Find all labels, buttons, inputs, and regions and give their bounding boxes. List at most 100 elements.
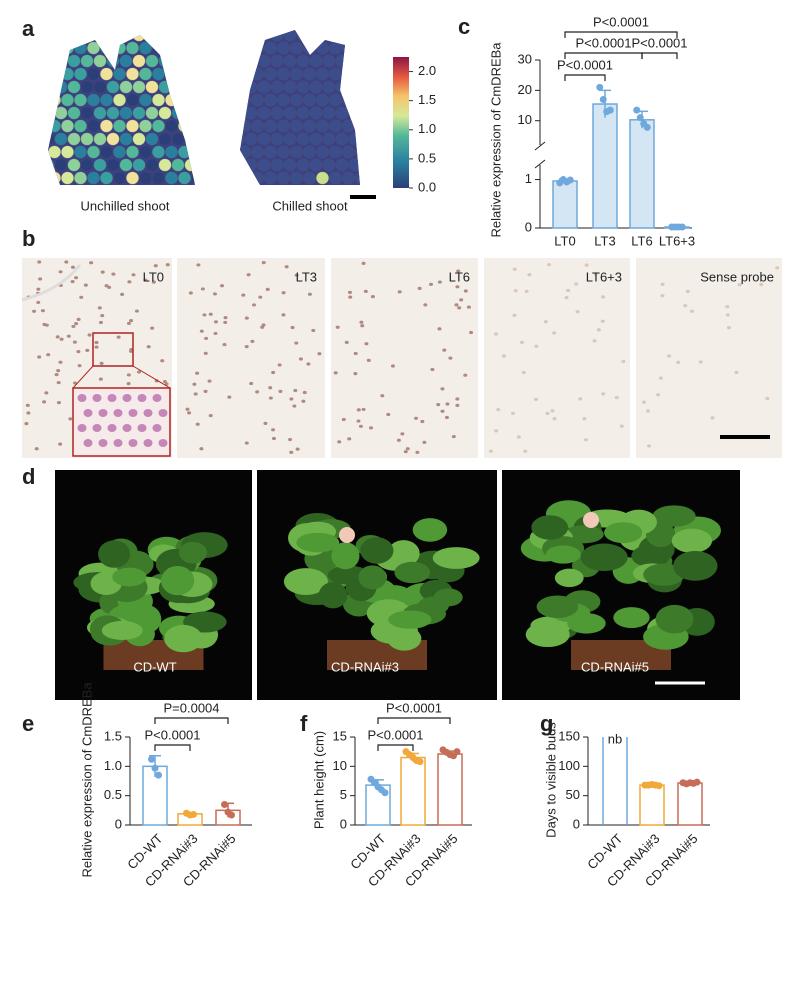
spot — [165, 119, 178, 133]
cell — [288, 437, 293, 442]
leaf — [525, 622, 570, 648]
cell — [547, 263, 552, 267]
inset-cell — [113, 439, 123, 447]
spot — [362, 81, 375, 94]
spot — [270, 132, 284, 146]
spot — [100, 41, 113, 55]
cell — [582, 417, 587, 421]
spot — [375, 133, 388, 146]
cell — [187, 411, 192, 415]
spot — [184, 54, 195, 68]
spot — [48, 93, 61, 107]
inset-cell — [158, 439, 168, 447]
y-tick-label: 0.5 — [104, 787, 122, 802]
spot — [158, 106, 172, 120]
spot — [191, 171, 195, 185]
leaf — [412, 518, 448, 542]
panel-d: CD-WT CD-RNAi#3 CD-RNAi#5 — [55, 470, 740, 700]
spot — [368, 68, 381, 81]
x-tick-label: LT6 — [631, 233, 652, 248]
spot — [264, 93, 277, 107]
cell — [131, 273, 136, 277]
spot — [119, 54, 133, 68]
plant-label: CD-RNAi#3 — [331, 659, 399, 674]
spot — [126, 67, 139, 81]
cell — [116, 335, 121, 339]
data-point — [655, 782, 663, 790]
cell — [268, 386, 273, 390]
spot — [251, 119, 264, 133]
spot — [158, 80, 172, 94]
spot — [191, 119, 195, 133]
cell — [111, 272, 116, 276]
spot — [198, 81, 211, 94]
spot — [283, 80, 297, 94]
spot — [388, 29, 401, 42]
cell — [646, 409, 651, 413]
cell — [37, 355, 42, 359]
plant-label: CD-RNAi#5 — [581, 659, 649, 674]
data-point — [190, 810, 197, 818]
cell — [220, 284, 225, 288]
cell — [359, 320, 364, 324]
spot — [139, 41, 152, 55]
spot — [270, 30, 284, 42]
spot — [316, 145, 329, 159]
cell — [494, 332, 499, 336]
spot — [139, 145, 152, 159]
spot — [100, 93, 113, 107]
y-tick-label: 0 — [340, 816, 347, 831]
spot — [381, 68, 394, 81]
spot — [309, 132, 323, 146]
spot — [54, 35, 68, 42]
spot — [355, 67, 360, 81]
spot — [283, 132, 297, 146]
cell — [353, 372, 358, 376]
y-tick-label: 10 — [518, 112, 532, 127]
data-point — [636, 114, 644, 122]
cell — [246, 273, 251, 277]
spot — [303, 119, 316, 133]
cell — [397, 290, 402, 294]
inset-cell — [128, 409, 138, 417]
axis-break — [534, 141, 546, 151]
y-tick-label: 1.5 — [104, 728, 122, 743]
cell — [70, 279, 75, 284]
spot — [244, 132, 258, 146]
y-tick-label: 1.0 — [104, 758, 122, 773]
cell — [76, 317, 81, 321]
cell — [244, 441, 249, 445]
cell — [126, 382, 131, 386]
spot — [296, 54, 310, 68]
spot — [152, 93, 165, 107]
spot — [74, 41, 87, 55]
spot — [113, 67, 126, 81]
spot — [264, 171, 277, 185]
spot — [329, 119, 342, 133]
spot — [184, 35, 195, 42]
cell — [307, 292, 312, 296]
annotation: P<0.0001 — [557, 57, 613, 72]
spot — [316, 93, 329, 107]
spot — [184, 106, 195, 120]
cell — [290, 325, 295, 330]
spot — [87, 171, 100, 185]
cell — [100, 313, 105, 318]
cell — [463, 289, 468, 293]
cell — [469, 330, 474, 335]
spot — [244, 54, 258, 68]
tile-label: LT6+3 — [586, 269, 622, 284]
spot — [171, 80, 185, 94]
panel-labels: a b c d e f g — [22, 14, 553, 736]
cell — [353, 351, 358, 356]
cell — [222, 342, 227, 347]
spot — [67, 80, 81, 94]
spot — [342, 93, 355, 107]
spot — [126, 119, 139, 133]
spot — [348, 132, 360, 146]
y-tick-label: 150 — [558, 728, 580, 743]
cell — [99, 361, 104, 365]
cell — [265, 287, 270, 291]
cell — [545, 411, 550, 416]
cell — [667, 354, 672, 358]
